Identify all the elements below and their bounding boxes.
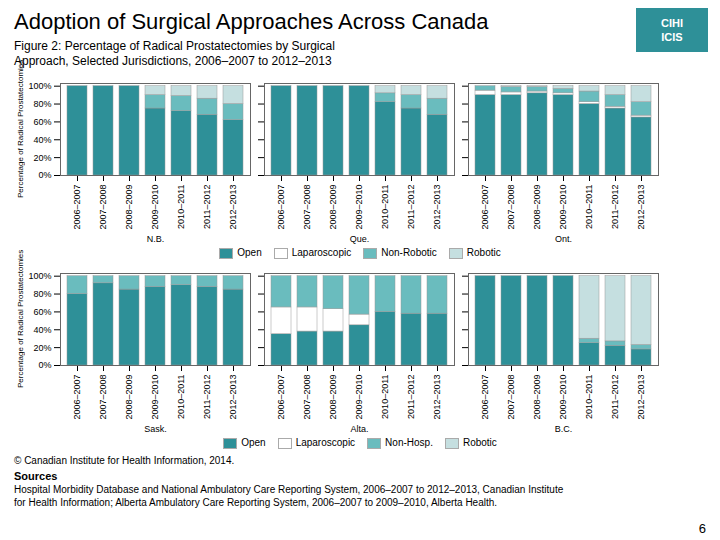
svg-text:Ont.: Ont. bbox=[555, 234, 572, 244]
html-text:Percentage of Radical Prostate: Percentage of Radical Prostatectomies bbox=[15, 59, 25, 199]
html-text:6: 6 bbox=[698, 521, 706, 536]
svg-text:2012–2013: 2012–2013 bbox=[432, 375, 442, 420]
html-text:Laparoscopic: Laparoscopic bbox=[295, 437, 356, 449]
html-text:Laparoscopic: Laparoscopic bbox=[291, 247, 352, 259]
svg-text:2008–2009: 2008–2009 bbox=[328, 375, 338, 420]
svg-text:2010–2011: 2010–2011 bbox=[176, 375, 186, 419]
svg-text:2012–2013: 2012–2013 bbox=[228, 375, 238, 420]
svg-text:2009–2010: 2009–2010 bbox=[150, 185, 160, 230]
html-text:Adoption of Surgical Approache: Adoption of Surgical Approaches Across C… bbox=[14, 9, 489, 34]
svg-text:2006–2007: 2006–2007 bbox=[72, 185, 82, 230]
html-text:Percentage of Radical Prostate: Percentage of Radical Prostatectomies bbox=[15, 249, 25, 389]
svg-text:2009–2010: 2009–2010 bbox=[558, 185, 568, 230]
svg-text:2006–2007: 2006–2007 bbox=[276, 185, 286, 230]
svg-text:Que.: Que. bbox=[350, 234, 370, 244]
svg-text:2008–2009: 2008–2009 bbox=[532, 185, 542, 230]
html-text:ICIS: ICIS bbox=[661, 31, 683, 43]
svg-text:2009–2010: 2009–2010 bbox=[150, 375, 160, 420]
html-text:Robotic: Robotic bbox=[462, 437, 497, 449]
html-text:Open: Open bbox=[237, 247, 262, 259]
svg-text:100%: 100% bbox=[28, 81, 51, 91]
svg-text:2007–2008: 2007–2008 bbox=[98, 185, 108, 230]
html-text:Sources: Sources bbox=[14, 470, 58, 482]
svg-text:2011–2012: 2011–2012 bbox=[610, 375, 620, 419]
svg-text:40%: 40% bbox=[33, 325, 51, 335]
svg-text:2012–2013: 2012–2013 bbox=[636, 375, 646, 420]
svg-text:2010–2011: 2010–2011 bbox=[380, 375, 390, 419]
svg-text:Alta.: Alta. bbox=[350, 424, 368, 434]
svg-text:0%: 0% bbox=[38, 170, 51, 180]
svg-text:2006–2007: 2006–2007 bbox=[72, 375, 82, 420]
svg-text:N.B.: N.B. bbox=[147, 234, 165, 244]
svg-text:2009–2010: 2009–2010 bbox=[558, 375, 568, 420]
html-text:CIHI: CIHI bbox=[661, 17, 683, 29]
svg-text:2008–2009: 2008–2009 bbox=[328, 185, 338, 230]
svg-text:0%: 0% bbox=[38, 360, 51, 370]
svg-text:2007–2008: 2007–2008 bbox=[98, 375, 108, 420]
svg-text:60%: 60% bbox=[33, 117, 51, 127]
svg-text:2012–2013: 2012–2013 bbox=[228, 185, 238, 230]
svg-text:2011–2012: 2011–2012 bbox=[406, 185, 416, 229]
svg-text:2007–2008: 2007–2008 bbox=[506, 185, 516, 230]
svg-text:20%: 20% bbox=[33, 153, 51, 163]
svg-text:2010–2011: 2010–2011 bbox=[584, 375, 594, 419]
svg-text:2011–2012: 2011–2012 bbox=[406, 375, 416, 419]
html-text:Open: Open bbox=[241, 437, 266, 449]
html-text:Hospital Morbidity Database an: Hospital Morbidity Database and National… bbox=[14, 484, 564, 508]
svg-text:2012–2013: 2012–2013 bbox=[636, 185, 646, 230]
html-text:Non-Robotic: Non-Robotic bbox=[381, 247, 437, 259]
svg-text:2007–2008: 2007–2008 bbox=[506, 375, 516, 420]
html-text:Figure 2: Percentage of Radica: Figure 2: Percentage of Radical Prostate… bbox=[14, 39, 335, 68]
svg-text:2009–2010: 2009–2010 bbox=[354, 375, 364, 420]
svg-text:Sask.: Sask. bbox=[144, 424, 167, 434]
svg-text:2008–2009: 2008–2009 bbox=[532, 375, 542, 420]
svg-text:60%: 60% bbox=[33, 307, 51, 317]
svg-text:2010–2011: 2010–2011 bbox=[584, 185, 594, 229]
html-text:Robotic: Robotic bbox=[466, 247, 501, 259]
svg-text:2009–2010: 2009–2010 bbox=[354, 185, 364, 230]
svg-text:2006–2007: 2006–2007 bbox=[480, 375, 490, 420]
svg-text:2008–2009: 2008–2009 bbox=[124, 185, 134, 230]
svg-text:2008–2009: 2008–2009 bbox=[124, 375, 134, 420]
svg-text:2011–2012: 2011–2012 bbox=[202, 185, 212, 229]
svg-text:2012–2013: 2012–2013 bbox=[432, 185, 442, 230]
svg-text:B.C.: B.C. bbox=[555, 424, 573, 434]
svg-text:2007–2008: 2007–2008 bbox=[302, 375, 312, 420]
html-text:Non-Hosp.: Non-Hosp. bbox=[385, 437, 433, 449]
svg-text:2010–2011: 2010–2011 bbox=[380, 185, 390, 229]
svg-text:2006–2007: 2006–2007 bbox=[276, 375, 286, 420]
svg-text:80%: 80% bbox=[33, 99, 51, 109]
svg-text:2007–2008: 2007–2008 bbox=[302, 185, 312, 230]
svg-text:80%: 80% bbox=[33, 289, 51, 299]
svg-text:40%: 40% bbox=[33, 135, 51, 145]
svg-text:2011–2012: 2011–2012 bbox=[610, 185, 620, 229]
html-text:© Canadian Institute for Healt: © Canadian Institute for Health Informat… bbox=[14, 455, 235, 466]
svg-text:2011–2012: 2011–2012 bbox=[202, 375, 212, 419]
svg-text:2010–2011: 2010–2011 bbox=[176, 185, 186, 229]
svg-text:2006–2007: 2006–2007 bbox=[480, 185, 490, 230]
svg-text:100%: 100% bbox=[28, 271, 51, 281]
svg-text:20%: 20% bbox=[33, 343, 51, 353]
